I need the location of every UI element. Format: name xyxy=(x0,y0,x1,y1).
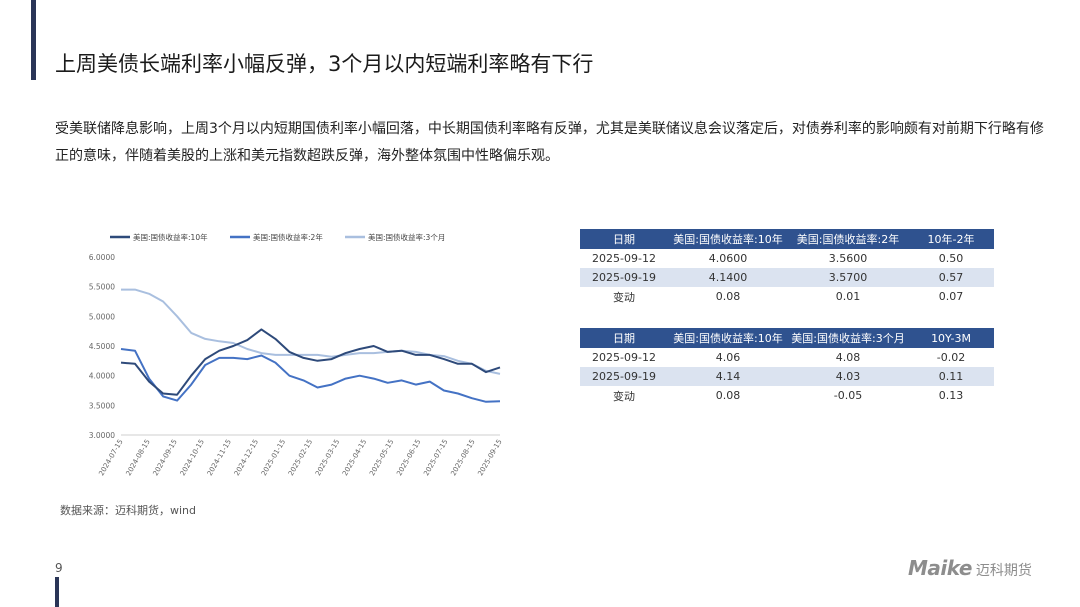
table-header-cell: 美国:国债收益率:10年 xyxy=(668,229,788,249)
x-tick-label: 2025-09-15 xyxy=(476,438,503,477)
x-tick-label: 2024-10-15 xyxy=(179,438,206,477)
series-line xyxy=(121,288,501,375)
y-tick-label: 3.5000 xyxy=(89,401,115,410)
table-cell: 0.01 xyxy=(835,290,861,303)
table-cell: -0.02 xyxy=(936,351,966,364)
table-cell: 4.08 xyxy=(835,351,861,364)
legend-label: 美国:国债收益率:3个月 xyxy=(368,232,445,242)
table-row: 变动 0.08 -0.05 0.13 xyxy=(580,386,994,405)
summary-paragraph: 受美联储降息影响，上周3个月以内短期国债利率小幅回落，中长期国债利率略有反弹，尤… xyxy=(55,121,1044,164)
series-line xyxy=(120,328,501,396)
x-tick-label: 2025-04-15 xyxy=(341,438,368,477)
bottom-accent-bar xyxy=(55,577,59,607)
legend-label: 美国:国债收益率:10年 xyxy=(133,232,208,242)
x-tick-label: 2024-08-15 xyxy=(125,438,152,477)
table-cell: 0.08 xyxy=(715,389,741,402)
logo-chinese-name: 迈科期货 xyxy=(975,563,1032,579)
table-cell: 4.1400 xyxy=(668,268,788,287)
x-tick-label: 2024-12-15 xyxy=(233,438,260,477)
legend-label: 美国:国债收益率:2年 xyxy=(253,232,323,242)
y-tick-label: 3.0000 xyxy=(89,431,115,440)
yield-line-chart: 6.0000 5.5000 5.0000 4.5000 4.0000 3.5000 3.00… xyxy=(55,225,515,485)
table-cell: 3.5600 xyxy=(828,252,868,265)
x-tick-label: 2024-07-15 xyxy=(97,438,124,477)
table-cell: 2025-09-19 xyxy=(580,367,668,386)
yield-table-10y-3m: 日期 美国:国债收益率:10年 美国:国债收益率:3个月 10Y-3M 2025… xyxy=(580,328,994,405)
table-cell: 2025-09-12 xyxy=(592,351,656,364)
series-line xyxy=(120,348,501,403)
table-row: 2025-09-12 4.0600 3.5600 0.50 xyxy=(580,249,994,268)
table-row: 变动 0.08 0.01 0.07 xyxy=(580,287,994,306)
chart-svg: 6.0000 5.5000 5.0000 4.5000 4.0000 3.5000 3.00… xyxy=(89,232,504,477)
table-cell: 4.03 xyxy=(788,367,908,386)
table-header-cell: 美国:国债收益率:3个月 xyxy=(788,328,908,348)
x-tick-label: 2024-11-15 xyxy=(206,438,233,477)
x-tick-label: 2025-07-15 xyxy=(422,438,449,477)
table-header-cell: 美国:国债收益率:2年 xyxy=(788,229,908,249)
table-header-cell: 日期 xyxy=(580,328,668,348)
page-title: 上周美债长端利率小幅反弹，3个月以内短端利率略有下行 xyxy=(55,52,594,76)
table-cell: 0.08 xyxy=(715,290,741,303)
table-cell: -0.05 xyxy=(833,389,863,402)
table-cell: 0.57 xyxy=(908,268,994,287)
table-header-cell: 10Y-3M xyxy=(908,328,994,348)
x-tick-label: 2024-09-15 xyxy=(152,438,179,477)
y-tick-label: 5.0000 xyxy=(89,312,115,321)
top-accent-bar xyxy=(31,0,36,80)
table-cell: 2025-09-12 xyxy=(592,252,656,265)
table-header-cell: 10年-2年 xyxy=(908,229,994,249)
logo-wordmark: Maike xyxy=(908,556,972,580)
table-cell: 4.06 xyxy=(715,351,741,364)
table-cell: 0.07 xyxy=(938,290,964,303)
table-cell: 2025-09-19 xyxy=(580,268,668,287)
y-tick-label: 6.0000 xyxy=(89,253,115,262)
table-header-cell: 美国:国债收益率:10年 xyxy=(668,328,788,348)
table-header-row: 日期 美国:国债收益率:10年 美国:国债收益率:3个月 10Y-3M xyxy=(580,328,994,348)
table-row: 2025-09-12 4.06 4.08 -0.02 xyxy=(580,348,994,367)
x-tick-label: 2025-05-15 xyxy=(368,438,395,477)
data-source-note: 数据来源：迈科期货，wind xyxy=(60,504,197,517)
y-tick-label: 4.5000 xyxy=(89,342,115,351)
x-tick-label: 2025-02-15 xyxy=(287,438,314,477)
table-cell: 0.11 xyxy=(908,367,994,386)
x-tick-label: 2025-06-15 xyxy=(395,438,422,477)
table-cell: 4.14 xyxy=(668,367,788,386)
page-number: 9 xyxy=(55,561,63,575)
yield-table-10y-2y: 日期 美国:国债收益率:10年 美国:国债收益率:2年 10年-2年 2025-… xyxy=(580,229,994,306)
company-logo: Maike 迈科期货 xyxy=(908,556,1032,580)
y-tick-label: 5.5000 xyxy=(89,283,115,292)
table-cell: 3.5700 xyxy=(788,268,908,287)
table-cell: 0.13 xyxy=(938,389,964,402)
x-tick-label: 2025-08-15 xyxy=(449,438,476,477)
x-tick-label: 2025-03-15 xyxy=(314,438,341,477)
table-cell: 0.50 xyxy=(938,252,964,265)
table-cell: 变动 xyxy=(613,389,635,403)
table-cell: 4.0600 xyxy=(708,252,748,265)
table-cell: 变动 xyxy=(613,290,635,304)
x-tick-label: 2025-01-15 xyxy=(260,438,287,477)
table-header-cell: 日期 xyxy=(580,229,668,249)
table-row: 2025-09-19 4.1400 3.5700 0.57 xyxy=(580,268,994,287)
y-tick-label: 4.0000 xyxy=(89,372,115,381)
table-header-row: 日期 美国:国债收益率:10年 美国:国债收益率:2年 10年-2年 xyxy=(580,229,994,249)
table-row: 2025-09-19 4.14 4.03 0.11 xyxy=(580,367,994,386)
